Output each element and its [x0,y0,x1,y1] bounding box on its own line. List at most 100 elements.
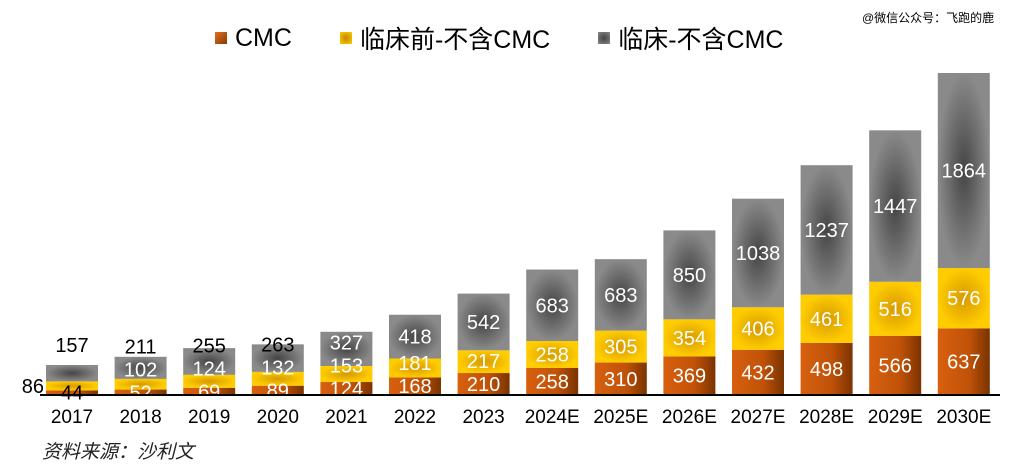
x-tick-label: 2026E [662,407,717,428]
x-tick-label: 2018 [119,407,161,428]
bar-segment [457,350,510,374]
bar-segment [937,328,990,395]
bar-segment [183,387,236,395]
legend-label: 临床-不含CMC [618,26,784,54]
data-label: 69 [198,381,220,403]
data-label: 1237 [804,220,849,242]
bar-segment [800,342,853,395]
bar-segment [320,331,373,367]
source-note: 资料来源：沙利文 [42,441,195,463]
bar-segment [869,281,922,336]
bar-segment [251,344,304,372]
bar-segment [594,330,647,363]
data-label: 305 [604,337,637,359]
data-label: 52 [129,382,151,404]
bar-segment [46,364,98,382]
x-tick-label: 2028E [799,407,854,428]
data-label: 1038 [736,243,781,265]
data-label: 258 [536,372,569,394]
bar-segment [526,269,579,342]
bar-segment [526,368,579,395]
legend-swatch [339,32,352,44]
data-label: 263 [261,334,294,356]
data-label: 124 [330,379,363,401]
legend-label: CMC [235,23,292,52]
bar-segment [869,335,922,395]
bar-segment [389,314,441,359]
data-label: 89 [267,380,289,402]
data-label: 369 [673,366,706,388]
legend: CMC 临床前-不含CMC 临床-不含CMC [215,20,831,56]
bar-segment [114,378,167,390]
bar-segment [389,377,441,395]
bar-segment [389,358,441,378]
bar-segment [937,73,990,269]
data-label: 102 [124,359,157,381]
x-tick-label: 2019 [188,407,230,428]
data-label: 168 [398,376,431,398]
bar-segment [663,319,716,357]
bar-segment [526,341,579,369]
data-label: 153 [330,356,363,378]
legend-item-clinical: 临床-不含CMC [598,20,783,56]
x-tick-label: 2022 [394,407,436,428]
data-label: 683 [604,285,637,307]
data-label: 181 [398,353,431,375]
legend-label: 临床前-不含CMC [359,26,551,54]
x-tick-label: 2021 [325,407,367,428]
data-label: 461 [810,309,843,331]
bar-segment [663,356,716,395]
x-tick-label: 2023 [462,407,504,428]
bar-segment [594,362,647,395]
data-label: 432 [741,362,774,384]
data-label: 310 [604,369,637,391]
bar-segment [46,381,98,391]
bar-segment [732,349,784,395]
data-label: 255 [193,335,226,357]
data-label: 327 [330,333,363,355]
x-tick-label: 2030E [936,407,991,428]
bar-segment [114,389,167,395]
x-tick-label: 2024E [525,407,580,428]
data-label: 157 [55,335,88,357]
data-label: 354 [673,328,706,350]
x-tick-label: 2027E [731,407,786,428]
bar-segment [251,385,304,395]
data-label: 406 [741,319,774,341]
x-tick-label: 2017 [51,407,93,428]
data-label: 542 [467,312,500,334]
bar-segment [251,371,304,386]
legend-swatch [215,32,227,44]
data-label: 683 [536,295,569,317]
watermark: @微信公众号：飞跑的鹿 [862,11,995,25]
data-label: 132 [261,357,294,379]
data-label: 566 [879,355,912,377]
bar-segment [732,307,784,350]
data-label: 516 [879,299,912,321]
data-label: 850 [673,265,706,287]
bar-segment [663,230,716,320]
bar-segment [183,348,236,375]
data-label: 1864 [942,161,987,183]
data-label: 637 [947,352,980,374]
legend-item-cmc: CMC [215,20,292,56]
bar-segment [732,198,784,308]
x-tick-label: 2025E [593,407,648,428]
bar-segment [800,294,853,343]
bar-segment [594,259,647,331]
data-label: 576 [947,288,980,310]
bar-segment [114,356,167,379]
data-label: 418 [398,327,431,349]
data-label: 498 [810,359,843,381]
data-label: 258 [536,345,569,367]
bar-segment [183,374,236,388]
bar-segment [46,390,98,395]
data-label: 86 [22,376,44,398]
data-label: 124 [193,358,226,380]
data-label: 1447 [873,196,918,218]
x-tick-label: 2020 [257,407,299,428]
legend-item-preclinical: 临床前-不含CMC [339,20,551,56]
bar-segment [320,366,373,383]
